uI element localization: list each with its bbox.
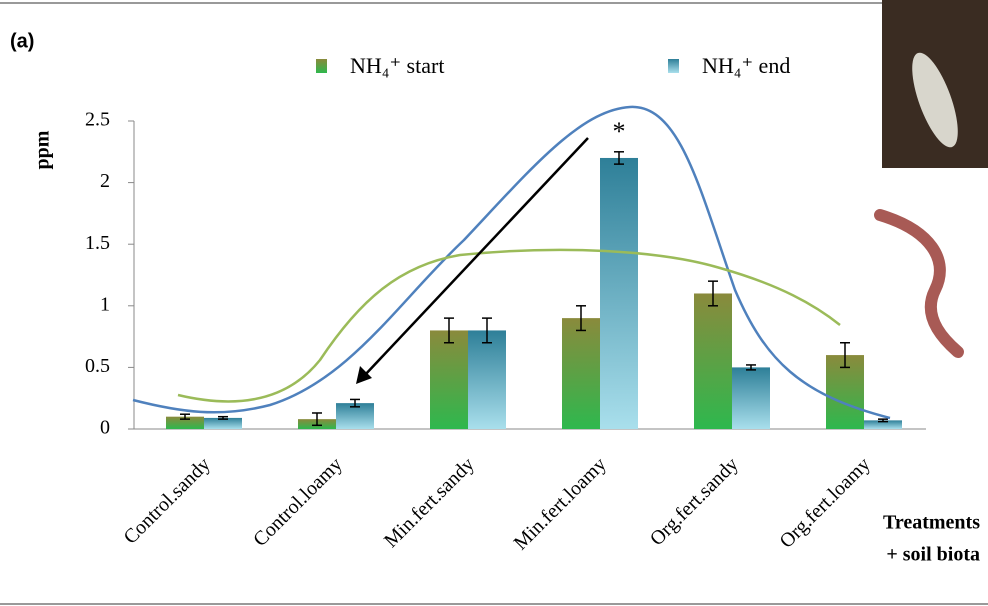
earthworm <box>880 215 958 352</box>
chart: (a) ppm Treatments + soil biota 0 0.5 1 1.5… <box>0 0 988 606</box>
x-axis-label: + soil biota <box>886 544 980 566</box>
panel-label: (a) <box>10 30 34 52</box>
y-tick-label: 1.5 <box>85 232 110 254</box>
bar <box>430 330 468 429</box>
legend-swatch <box>668 59 679 73</box>
legend-swatch <box>316 59 327 73</box>
x-tick-label: Control.sandy <box>119 453 214 548</box>
y-axis-label: ppm <box>32 130 54 169</box>
x-tick-label: Min.fert.loamy <box>510 453 611 554</box>
x-tick-label: Org.fert.sandy <box>646 453 743 550</box>
y-tick-label: 0.5 <box>85 355 110 377</box>
annotation: * <box>613 117 626 146</box>
x-tick-label: Control.loamy <box>249 453 347 551</box>
bar <box>468 330 506 429</box>
x-tick-label: Min.fert.sandy <box>380 453 479 552</box>
legend-label: NH₄⁺ start <box>350 53 444 78</box>
y-tick-label: 1 <box>100 293 110 315</box>
trend-curve <box>133 107 890 418</box>
bar <box>562 318 600 429</box>
x-tick-label: Org.fert.loamy <box>775 453 874 552</box>
bar <box>600 158 638 429</box>
y-tick-label: 2.5 <box>85 109 110 131</box>
x-axis-label: Treatments <box>883 512 980 534</box>
y-tick-label: 0 <box>100 417 110 439</box>
y-tick-label: 2 <box>100 170 110 192</box>
legend-label: NH₄⁺ end <box>702 53 790 78</box>
bar <box>694 293 732 429</box>
bar <box>732 367 770 429</box>
